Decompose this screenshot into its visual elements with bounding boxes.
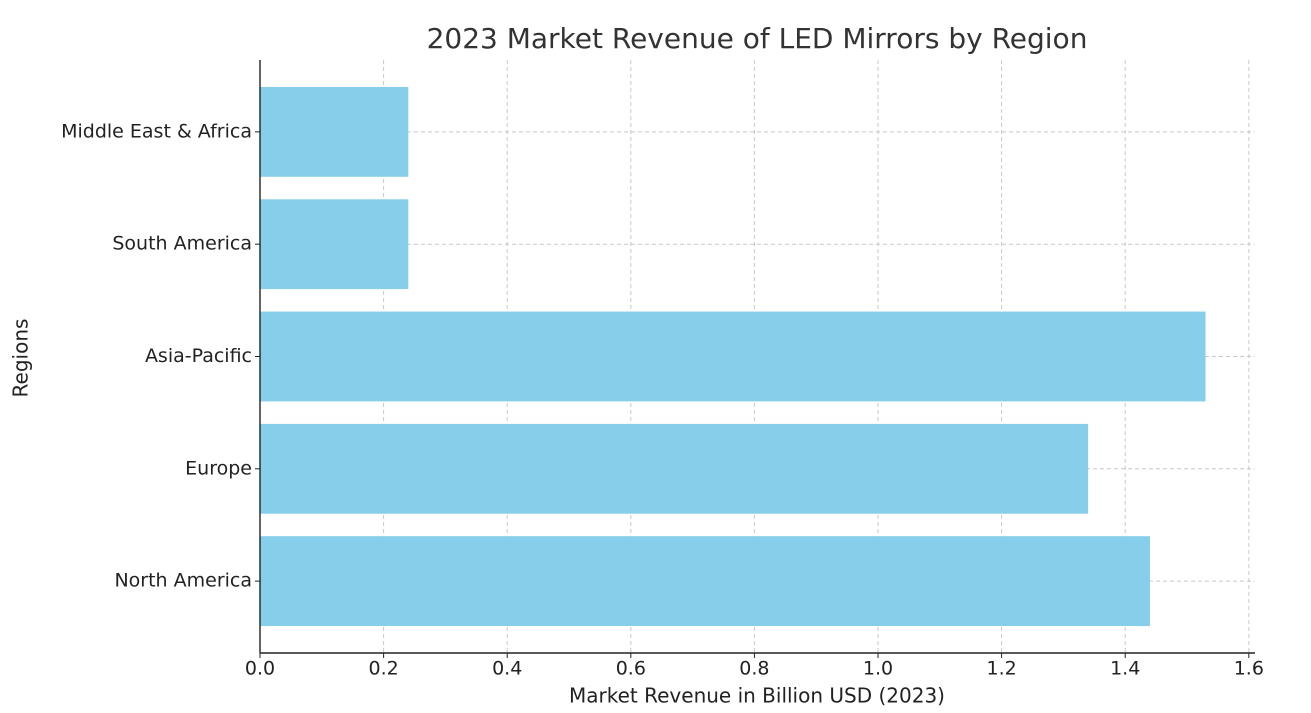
x-tick-label: 0.6 [616, 658, 646, 680]
x-tick-label: 0.4 [492, 658, 522, 680]
x-tick-label: 1.2 [987, 658, 1017, 680]
x-axis-label: Market Revenue in Billion USD (2023) [569, 684, 945, 708]
x-tick-label: 0.2 [368, 658, 398, 680]
y-tick-label: Asia-Pacific [145, 345, 252, 367]
x-tick-label: 0.8 [739, 658, 769, 680]
y-tick-label: Middle East & Africa [61, 120, 252, 142]
y-tick-label: Europe [185, 457, 252, 479]
bar [260, 311, 1206, 402]
bar [260, 423, 1089, 514]
bar [260, 86, 409, 177]
bar [260, 199, 409, 290]
x-tick-label: 1.4 [1110, 658, 1140, 680]
y-axis-label: Regions [9, 319, 33, 398]
y-tick-label: North America [114, 570, 252, 592]
bar [260, 536, 1150, 627]
x-tick-label: 1.0 [863, 658, 893, 680]
x-tick-label: 1.6 [1234, 658, 1264, 680]
x-tick-label: 0.0 [245, 658, 275, 680]
chart-title: 2023 Market Revenue of LED Mirrors by Re… [427, 22, 1088, 55]
y-tick-label: South America [112, 233, 252, 255]
